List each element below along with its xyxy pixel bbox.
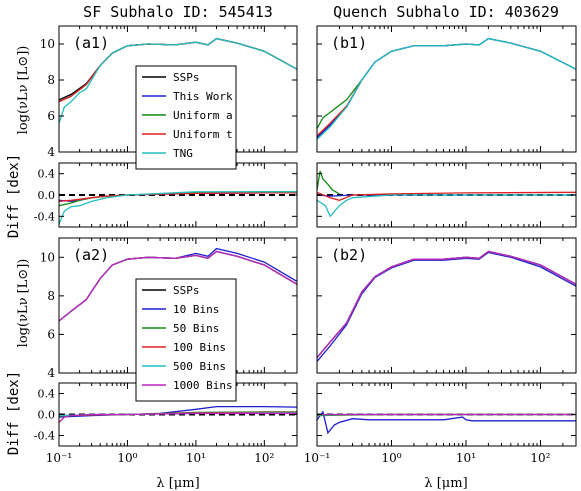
col-title-quench: Quench Subhalo ID: 403629 <box>333 3 559 21</box>
ytick-label: -0.4 <box>34 210 55 223</box>
plot-area-b2 <box>317 250 576 362</box>
legend-label: TNG <box>173 147 193 160</box>
series-line-tng <box>317 37 576 140</box>
legend-label: SSPs <box>173 284 200 297</box>
legend-label: This Work <box>173 90 233 103</box>
axes-frame <box>316 25 577 153</box>
legends-layer: SSPs This Work Uniform a Uniform t TNG SSPs 10… <box>135 65 237 402</box>
legend-box <box>135 65 237 170</box>
ylabel-sed-bottom: log(νLν [L⊙]) <box>16 259 31 348</box>
legend-label: 100 Bins <box>173 341 226 354</box>
series-line-10-bins <box>317 410 576 435</box>
series-line-tng <box>59 191 297 225</box>
legend-box <box>135 278 237 402</box>
panel-b1_diff <box>316 162 577 228</box>
plot-area-a1 <box>59 37 297 124</box>
series-line-uniform-t <box>59 192 297 203</box>
axes-frame <box>316 237 577 374</box>
ytick-label: 0.4 <box>38 168 56 181</box>
legend-label: 50 Bins <box>173 322 219 335</box>
ytick-label: 10 <box>40 250 55 264</box>
panel-label-b1: (b1) <box>331 34 367 52</box>
series-line-1000-bins <box>59 250 297 322</box>
series-line-uniform-a <box>317 79 363 129</box>
xtick-label: 10⁰ <box>117 451 137 465</box>
legend-label: 1000 Bins <box>173 379 233 392</box>
ytick-label: 4 <box>47 366 55 380</box>
panel-b1: (b1) <box>316 25 577 153</box>
plot-area-a2 <box>59 247 297 322</box>
plot-area-a1_diff <box>59 191 297 225</box>
series-line-tng <box>317 194 576 218</box>
ytick-label: 6 <box>47 327 55 341</box>
col-title-sf: SF Subhalo ID: 545413 <box>83 3 273 21</box>
legend-label: Uniform a <box>173 109 233 122</box>
panel-label-a2: (a2) <box>73 246 109 264</box>
legend-top: SSPs This Work Uniform a Uniform t TNG <box>135 65 237 170</box>
ytick-label: 8 <box>47 289 55 303</box>
xlabel-left: λ [μm] <box>156 476 199 491</box>
series-line-1000-bins <box>59 412 297 423</box>
panel-a2: 4 6 8 10 (a2) <box>40 237 298 380</box>
plot-area-b1_diff <box>317 170 576 218</box>
panel-a1_diff: -0.4 0.0 0.4 <box>34 162 298 228</box>
plot-area-a2_diff <box>59 405 297 423</box>
legend-label: 500 Bins <box>173 360 226 373</box>
panel-b2_diff: 10⁻¹ 10⁰ 10¹ 10² <box>304 382 577 465</box>
legend-bottom: SSPs 10 Bins 50 Bins 100 Bins 500 Bins 1000 B… <box>135 278 237 402</box>
series-line-uniform-t <box>317 191 576 201</box>
xtick-label: 10⁰ <box>381 451 401 465</box>
ytick-label: 0.0 <box>38 189 56 202</box>
ytick-label: 0.0 <box>38 409 56 422</box>
xtick-label: 10² <box>254 451 274 465</box>
series-line-10-bins <box>317 251 576 362</box>
ylabel-diff-bottom: Diff [dex] <box>6 371 22 455</box>
ytick-label: -0.4 <box>34 430 55 443</box>
series-line-uniform-a <box>317 170 340 195</box>
panel-label-a1: (a1) <box>73 34 109 52</box>
panel-label-b2: (b2) <box>331 246 367 264</box>
panel-a1: 4 6 8 10 (a1) <box>40 25 298 159</box>
ytick-label: 6 <box>47 109 55 123</box>
panel-b2: (b2) <box>316 237 577 374</box>
ylabel-diff-top: Diff [dex] <box>6 154 22 238</box>
xtick-label: 10¹ <box>186 451 206 465</box>
panel-a2_diff: -0.4 0.0 0.4 10⁻¹ 10⁰ 10¹ 10² <box>34 382 298 465</box>
panels-layer: 4 6 8 10 (a1) (b1) -0.4 0.0 0.4 4 6 8 10 (a2) (b2) -0.4… <box>34 25 577 465</box>
ytick-label: 4 <box>47 145 55 159</box>
series-line-1000-bins <box>317 250 576 359</box>
xtick-label: 10² <box>530 451 550 465</box>
xtick-label: 10⁻¹ <box>304 451 330 465</box>
legend-label: 10 Bins <box>173 303 219 316</box>
series-line-tng <box>59 37 297 124</box>
ytick-label: 8 <box>47 73 55 87</box>
xtick-label: 10¹ <box>456 451 476 465</box>
legend-label: Uniform t <box>173 128 233 141</box>
plot-area-b1 <box>317 37 576 140</box>
ytick-label: 0.4 <box>38 388 56 401</box>
ylabel-sed-top: log(νLν [L⊙]) <box>16 46 31 135</box>
xtick-label: 10⁻¹ <box>46 451 72 465</box>
xlabel-right: λ [μm] <box>424 476 467 491</box>
ytick-label: 10 <box>40 37 55 51</box>
legend-label: SSPs <box>173 71 200 84</box>
plot-area-b2_diff <box>317 410 576 435</box>
